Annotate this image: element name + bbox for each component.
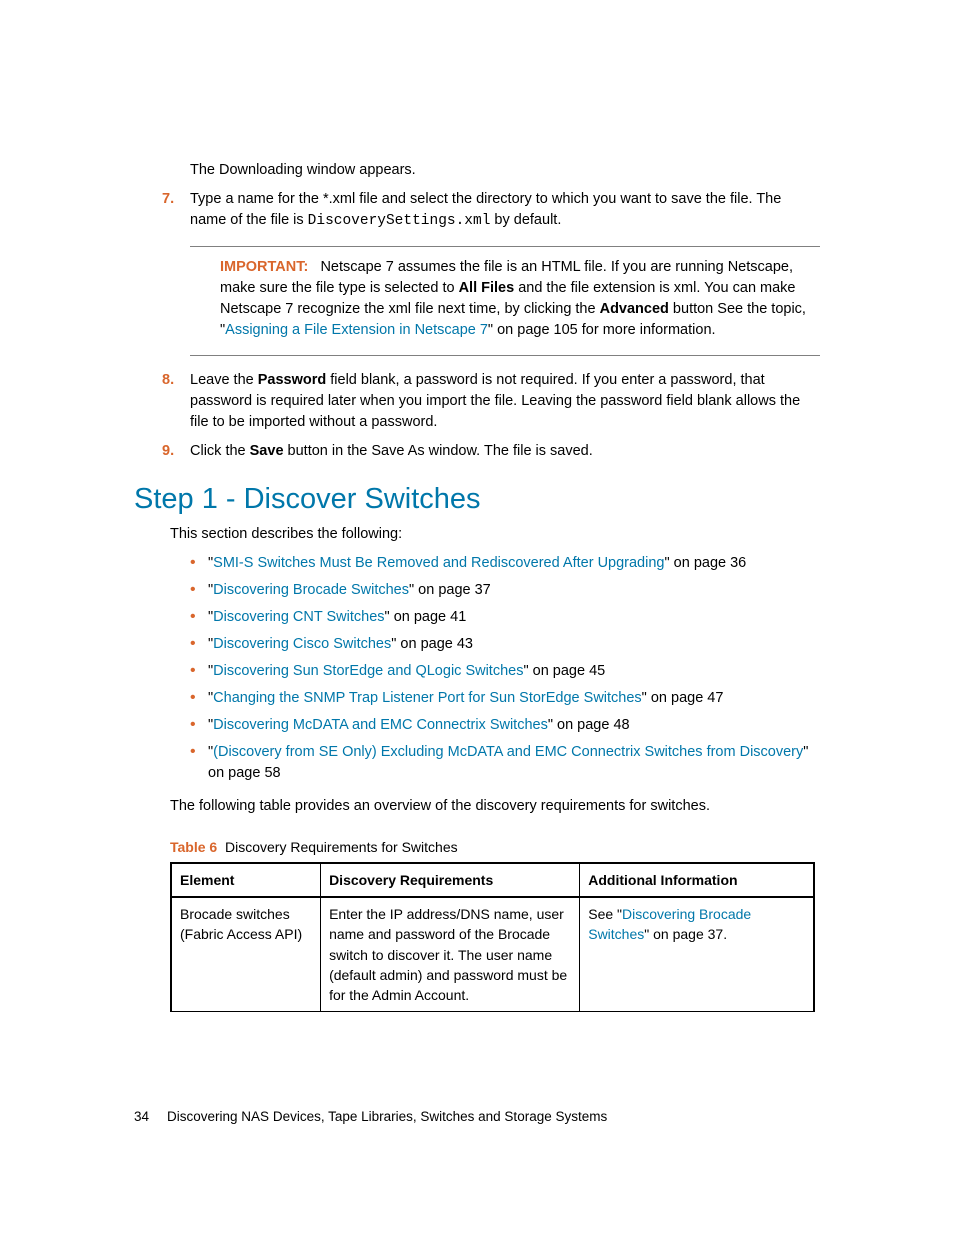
callout-advanced-bold: Advanced bbox=[600, 301, 669, 317]
cell-add-b: " on page 37. bbox=[644, 926, 727, 942]
th-requirements: Discovery Requirements bbox=[321, 863, 580, 897]
cell-element: Brocade switches (Fabric Access API) bbox=[171, 897, 321, 1012]
callout-text-f: " on page 105 for more information. bbox=[488, 322, 716, 338]
bullet-3-tail: " on page 41 bbox=[385, 609, 467, 625]
th-element: Element bbox=[171, 863, 321, 897]
bullet-6-tail: " on page 47 bbox=[642, 690, 724, 706]
topic-bullets: "SMI-S Switches Must Be Removed and Redi… bbox=[190, 553, 820, 784]
step-8: 8. Leave the Password field blank, a pas… bbox=[162, 370, 820, 433]
important-label: IMPORTANT: bbox=[220, 259, 308, 275]
bullet-3-link[interactable]: Discovering CNT Switches bbox=[213, 609, 384, 625]
table-header-row: Element Discovery Requirements Additiona… bbox=[171, 863, 814, 897]
step-7-code: DiscoverySettings.xml bbox=[308, 213, 491, 229]
bullet-2-link[interactable]: Discovering Brocade Switches bbox=[213, 582, 409, 598]
cell-add-a: See " bbox=[588, 906, 622, 922]
table-row: Brocade switches (Fabric Access API) Ent… bbox=[171, 897, 814, 1012]
table-caption-text: Discovery Requirements for Switches bbox=[225, 839, 458, 855]
step-9: 9. Click the Save button in the Save As … bbox=[162, 441, 820, 462]
bullet-8-link[interactable]: (Discovery from SE Only) Excluding McDAT… bbox=[213, 744, 803, 760]
bullet-4-link[interactable]: Discovering Cisco Switches bbox=[213, 636, 391, 652]
page-footer: 34 Discovering NAS Devices, Tape Librarie… bbox=[134, 1107, 607, 1127]
step-9-save-bold: Save bbox=[250, 443, 284, 459]
bullet-7: "Discovering McDATA and EMC Connectrix S… bbox=[190, 715, 820, 736]
section-intro: This section describes the following: bbox=[170, 524, 820, 545]
step-8-password-bold: Password bbox=[258, 372, 327, 388]
bullet-1-link[interactable]: SMI-S Switches Must Be Removed and Redis… bbox=[213, 555, 664, 571]
bullet-1-tail: " on page 36 bbox=[664, 555, 746, 571]
bullet-2-tail: " on page 37 bbox=[409, 582, 491, 598]
bullet-3: "Discovering CNT Switches" on page 41 bbox=[190, 607, 820, 628]
bullet-5: "Discovering Sun StorEdge and QLogic Swi… bbox=[190, 661, 820, 682]
callout-link[interactable]: Assigning a File Extension in Netscape 7 bbox=[225, 322, 488, 338]
step-9-number: 9. bbox=[162, 441, 174, 462]
requirements-table: Element Discovery Requirements Additiona… bbox=[170, 862, 815, 1013]
step-9-text-c: button in the Save As window. The file i… bbox=[284, 443, 593, 459]
bullet-6-link[interactable]: Changing the SNMP Trap Listener Port for… bbox=[213, 690, 642, 706]
section-heading: Step 1 - Discover Switches bbox=[134, 478, 820, 520]
step-8-number: 8. bbox=[162, 370, 174, 391]
bullet-6: "Changing the SNMP Trap Listener Port fo… bbox=[190, 688, 820, 709]
downloading-window-text: The Downloading window appears. bbox=[190, 160, 820, 181]
important-callout: IMPORTANT: Netscape 7 assumes the file i… bbox=[190, 246, 820, 356]
instruction-list: 7. Type a name for the *.xml file and se… bbox=[162, 189, 820, 232]
step-7-text-b: by default. bbox=[490, 212, 561, 228]
step-7: 7. Type a name for the *.xml file and se… bbox=[162, 189, 820, 232]
pre-table-text: The following table provides an overview… bbox=[170, 796, 820, 817]
step-8-text-a: Leave the bbox=[190, 372, 258, 388]
bullet-2: "Discovering Brocade Switches" on page 3… bbox=[190, 580, 820, 601]
bullet-7-link[interactable]: Discovering McDATA and EMC Connectrix Sw… bbox=[213, 717, 548, 733]
callout-allfiles-bold: All Files bbox=[459, 280, 515, 296]
table-label: Table 6 bbox=[170, 839, 217, 855]
footer-title: Discovering NAS Devices, Tape Libraries,… bbox=[167, 1109, 607, 1124]
bullet-1: "SMI-S Switches Must Be Removed and Redi… bbox=[190, 553, 820, 574]
bullet-4-tail: " on page 43 bbox=[391, 636, 473, 652]
cell-additional: See "Discovering Brocade Switches" on pa… bbox=[580, 897, 814, 1012]
th-additional: Additional Information bbox=[580, 863, 814, 897]
bullet-8: "(Discovery from SE Only) Excluding McDA… bbox=[190, 742, 820, 784]
bullet-5-link[interactable]: Discovering Sun StorEdge and QLogic Swit… bbox=[213, 663, 523, 679]
page-number: 34 bbox=[134, 1109, 149, 1124]
bullet-7-tail: " on page 48 bbox=[548, 717, 630, 733]
table-caption: Table 6 Discovery Requirements for Switc… bbox=[170, 837, 820, 857]
bullet-5-tail: " on page 45 bbox=[523, 663, 605, 679]
step-7-number: 7. bbox=[162, 189, 174, 210]
instruction-list-cont: 8. Leave the Password field blank, a pas… bbox=[162, 370, 820, 462]
step-9-text-a: Click the bbox=[190, 443, 250, 459]
cell-requirements: Enter the IP address/DNS name, user name… bbox=[321, 897, 580, 1012]
bullet-4: "Discovering Cisco Switches" on page 43 bbox=[190, 634, 820, 655]
